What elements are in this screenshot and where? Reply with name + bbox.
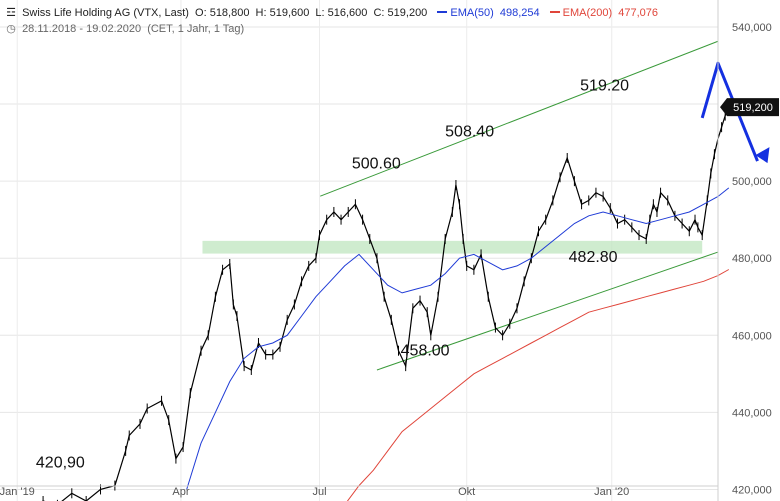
support-zone-layer bbox=[202, 240, 703, 254]
annotation-layer: 420,90 500.60 508.40 458.00 482.80 519.20 bbox=[36, 78, 629, 472]
price-annotation: 500.60 bbox=[352, 155, 401, 172]
last-price-box bbox=[727, 98, 779, 117]
x-tick-label: Jan '20 bbox=[594, 486, 629, 498]
x-tick-label: Apr bbox=[172, 486, 189, 498]
y-tick-label: 420,000 bbox=[732, 484, 772, 496]
ohlc-close: C: 519,200 bbox=[373, 7, 428, 19]
y-tick-label: 460,000 bbox=[732, 330, 772, 342]
chart-settings: (CET, 1 Jahr, 1 Tag) bbox=[147, 23, 245, 35]
price-annotation: 482.80 bbox=[569, 249, 618, 266]
channel-upper-line bbox=[320, 40, 719, 197]
ema200-line bbox=[346, 269, 730, 501]
support-zone bbox=[202, 240, 703, 254]
price-line bbox=[41, 106, 730, 501]
ema200-legend-label: EMA(200) bbox=[562, 7, 613, 19]
y-tick-label: 500,000 bbox=[732, 176, 772, 188]
x-tick-label: Okt bbox=[458, 486, 475, 498]
header-row-2: ◷ 28.11.2018 - 19.02.2020 (CET, 1 Jahr, … bbox=[6, 22, 247, 35]
ema50-line bbox=[186, 187, 730, 490]
last-price-pointer bbox=[720, 98, 727, 117]
date-range: 28.11.2018 - 19.02.2020 bbox=[22, 23, 142, 35]
clock-icon: ◷ bbox=[6, 23, 16, 35]
y-tick-label: 480,000 bbox=[732, 253, 772, 265]
ohlc-low: L: 516,600 bbox=[315, 7, 368, 19]
trend-channel-layer bbox=[320, 40, 719, 371]
y-tick-label: 540,000 bbox=[732, 22, 772, 34]
last-price-label: 519,200 bbox=[733, 102, 773, 114]
ohlc-high: H: 519,600 bbox=[255, 7, 310, 19]
price-annotation: 508.40 bbox=[445, 123, 494, 140]
ema200-legend-value: 477,076 bbox=[618, 7, 659, 19]
x-tick-label: Jan '19 bbox=[0, 486, 35, 498]
header-row-1: ☲ Swiss Life Holding AG (VTX, Last) O: 5… bbox=[6, 6, 661, 19]
ema50-legend-swatch bbox=[437, 11, 448, 14]
series-layer bbox=[41, 102, 730, 501]
channel-lower-line bbox=[376, 251, 719, 371]
forecast-arrowhead bbox=[755, 147, 770, 164]
price-annotation: 458.00 bbox=[401, 342, 450, 359]
y-tick-label: 440,000 bbox=[732, 407, 772, 419]
ohlc-open: O: 518,800 bbox=[195, 7, 250, 19]
ema50-legend-value: 498,254 bbox=[499, 7, 540, 19]
x-tick-label: Jul bbox=[312, 486, 326, 498]
price-annotation: 420,90 bbox=[36, 454, 85, 471]
ema50-legend-label: EMA(50) bbox=[450, 7, 494, 19]
ema200-legend-swatch bbox=[549, 11, 560, 14]
price-annotation: 519.20 bbox=[580, 78, 629, 95]
settings-icon[interactable]: ☲ bbox=[6, 7, 16, 19]
chart-title: Swiss Life Holding AG (VTX, Last) bbox=[22, 7, 189, 19]
grid-lines bbox=[0, 0, 718, 501]
